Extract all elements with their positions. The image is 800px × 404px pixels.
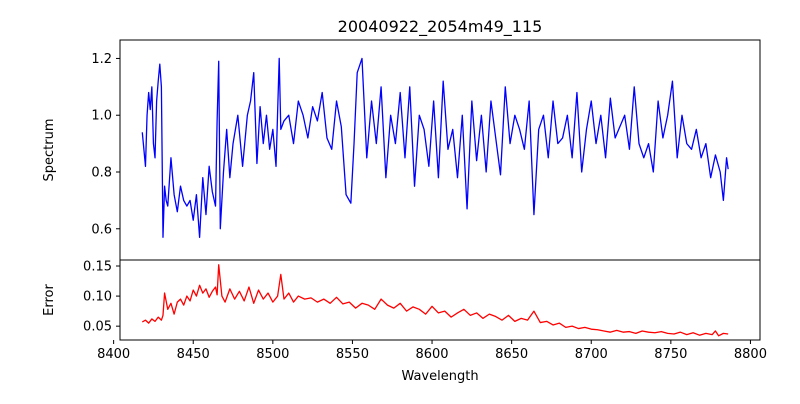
x-tick-label: 8500 — [256, 347, 289, 362]
error-plot-frame — [119, 259, 761, 341]
x-tick-label: 8700 — [575, 347, 608, 362]
error-x-ticks: 8400 8450 8500 8550 8600 8650 8700 8750 8800 — [97, 340, 767, 362]
error-y-axis-label: Error — [42, 284, 57, 316]
error-series-line — [141, 264, 729, 337]
spectrum-y-tick-label: 1.0 — [91, 109, 112, 124]
spectrum-y-tick-label: 1.2 — [91, 52, 112, 67]
error-y-tick-label: 0.05 — [83, 320, 112, 335]
spectrum-series-line — [141, 57, 729, 238]
error-panel: 0.05 0.10 0.15 8400 8450 8500 8550 8600 8650 870… — [42, 259, 767, 384]
x-axis-label: Wavelength — [401, 369, 478, 384]
chart-title: 20040922_2054m49_115 — [338, 17, 543, 37]
error-y-tick-label: 0.10 — [83, 290, 112, 305]
x-tick-label: 8800 — [734, 347, 767, 362]
error-y-ticks: 0.05 0.10 0.15 — [83, 260, 120, 335]
spectrum-y-tick-label: 0.8 — [91, 166, 112, 181]
spectrum-y-tick-label: 0.6 — [91, 222, 112, 237]
x-tick-label: 8600 — [415, 347, 448, 362]
spectrum-y-axis-label: Spectrum — [42, 119, 57, 182]
spectrum-y-ticks: 0.6 0.8 1.0 1.2 — [91, 52, 120, 237]
x-tick-label: 8550 — [336, 347, 369, 362]
x-tick-label: 8400 — [97, 347, 130, 362]
x-tick-label: 8650 — [495, 347, 528, 362]
x-tick-label: 8450 — [177, 347, 210, 362]
error-y-tick-label: 0.15 — [83, 260, 112, 275]
x-tick-label: 8750 — [654, 347, 687, 362]
